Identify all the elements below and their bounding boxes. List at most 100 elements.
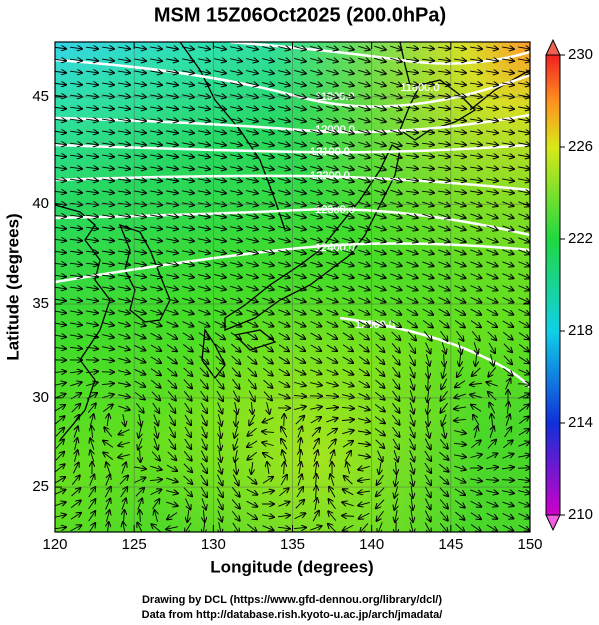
streamline-arrow (421, 59, 434, 61)
streamline-arrow (502, 47, 514, 49)
streamline-arrow (392, 414, 399, 425)
streamline-arrow (118, 346, 129, 350)
streamline-arrow (278, 178, 290, 181)
streamline-arrow (502, 454, 513, 459)
streamline-arrow (454, 107, 466, 109)
streamline-arrow (216, 390, 223, 401)
streamline-arrow (375, 331, 384, 340)
streamline-arrow (426, 426, 429, 438)
streamline-arrow (134, 47, 146, 49)
colorbar-tick-label: 214 (568, 414, 593, 431)
streamline-arrow (134, 239, 146, 241)
streamline-arrow (278, 298, 289, 302)
streamline-arrow (326, 429, 337, 436)
streamline-arrow (134, 357, 146, 363)
streamline-arrow (86, 335, 98, 337)
streamline-arrow (263, 367, 272, 375)
streamline-arrow (214, 155, 226, 158)
streamline-arrow (439, 451, 448, 460)
streamline-arrow (310, 178, 322, 181)
streamline-arrow (230, 227, 242, 230)
streamline-arrow (294, 356, 306, 363)
streamline-arrow (246, 179, 258, 182)
streamline-arrow (102, 394, 113, 397)
streamline-arrow (439, 463, 448, 472)
streamline-arrow (118, 191, 130, 193)
streamline-arrow (246, 83, 258, 86)
streamline-arrow (55, 155, 66, 156)
streamline-arrow (85, 107, 98, 109)
streamline-arrow (198, 131, 210, 133)
streamline-arrow (150, 155, 162, 157)
streamline-arrow (201, 438, 207, 450)
streamline-arrow (454, 273, 465, 278)
streamline-arrow (374, 166, 385, 170)
streamline-arrow (166, 167, 178, 169)
streamline-arrow (262, 143, 274, 146)
streamline-arrow (182, 131, 194, 133)
streamline-arrow (438, 238, 449, 242)
streamline-arrow (246, 143, 258, 146)
streamline-arrow (409, 450, 415, 461)
streamline-arrow (394, 450, 398, 461)
streamline-arrow (518, 442, 529, 447)
streamline-arrow (374, 70, 385, 74)
streamline-arrow (140, 449, 141, 462)
streamline-arrow (278, 190, 290, 193)
streamline-arrow (470, 249, 481, 254)
streamline-arrow (246, 239, 258, 242)
streamline-arrow (150, 251, 162, 253)
streamline-arrow (490, 426, 494, 438)
streamline-arrow (518, 356, 529, 364)
streamline-arrow (342, 82, 354, 85)
streamline-arrow (410, 402, 414, 413)
streamline-arrow (235, 450, 238, 462)
streamline-arrow (375, 379, 384, 388)
streamline-arrow (267, 402, 270, 414)
streamline-arrow (182, 275, 194, 278)
streamline-arrow (102, 143, 114, 145)
streamline-arrow (55, 440, 64, 449)
streamline-arrow (405, 155, 418, 157)
streamline-arrow (518, 404, 529, 412)
streamline-arrow (518, 308, 530, 314)
coast-kuril (469, 69, 530, 111)
streamline-arrow (326, 418, 337, 422)
streamline-arrow (134, 333, 145, 339)
streamline-arrow (214, 71, 226, 74)
streamline-arrow (86, 287, 98, 289)
streamline-arrow (502, 249, 513, 254)
streamline-arrow (472, 367, 481, 376)
streamline-arrow (342, 106, 354, 109)
streamline-arrow (102, 107, 114, 109)
streamline-arrow (102, 299, 114, 301)
streamline-arrow (183, 451, 191, 460)
streamline-arrow (263, 453, 274, 460)
streamline-arrow (230, 309, 241, 314)
streamline-arrow (134, 299, 146, 302)
streamline-arrow (502, 71, 514, 73)
streamline-arrow (390, 178, 401, 182)
streamline-arrow (55, 416, 64, 425)
streamline-arrow (55, 83, 66, 84)
streamline-arrow (214, 251, 226, 254)
streamline-arrow (470, 308, 482, 315)
streamline-arrow (150, 47, 162, 49)
x-tick-label: 145 (438, 536, 463, 553)
streamline-arrow (150, 191, 162, 193)
streamline-arrow (118, 215, 130, 217)
streamline-arrow (488, 392, 497, 401)
streamline-arrow (375, 367, 385, 376)
streamline-arrow (246, 155, 258, 158)
streamline-arrow (214, 179, 226, 182)
streamline-arrow (246, 321, 258, 326)
streamline-arrow (134, 215, 146, 217)
streamline-arrow (150, 227, 162, 229)
streamline-arrow (118, 322, 130, 325)
streamline-arrow (471, 331, 480, 340)
streamline-arrow (150, 179, 162, 181)
streamline-arrow (198, 332, 209, 340)
streamline-arrow (392, 390, 400, 401)
streamline-arrow (246, 227, 258, 230)
streamline-arrow (375, 355, 385, 364)
